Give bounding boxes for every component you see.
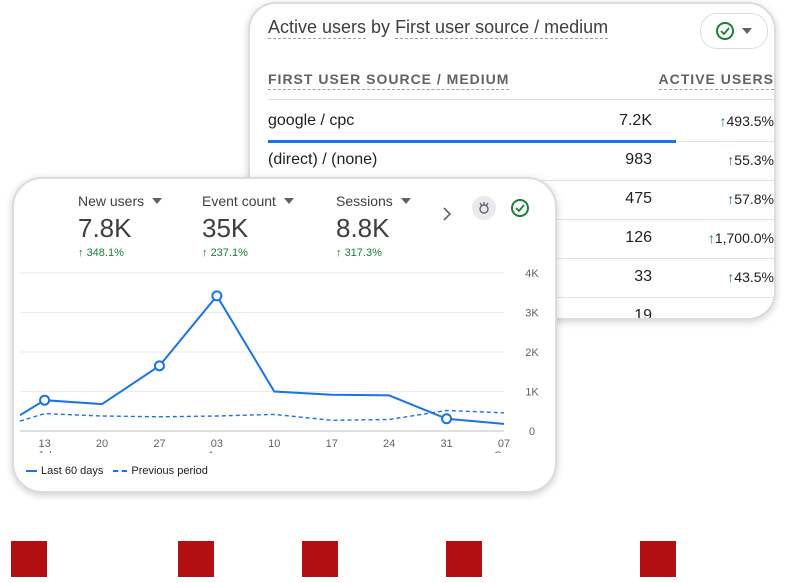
- x-tick-month-label: Sep: [494, 450, 514, 453]
- x-tick-label: 13: [38, 438, 50, 450]
- legend-previous: Previous period: [131, 465, 208, 477]
- up-arrow-icon: ↑: [707, 230, 715, 246]
- row-change: ↑43.5%: [727, 269, 774, 285]
- metric-value: 8.8K: [336, 213, 390, 243]
- check-circle-icon[interactable]: [508, 196, 532, 220]
- metric-label: New users: [78, 193, 145, 209]
- overview-chart-card: New users 7.8K ↑ 348.1% Event count 35K ↑ 237…: [12, 177, 557, 493]
- row-change: ↑1,700.0%: [707, 230, 774, 246]
- metric-change: ↑ 317.3%: [336, 247, 382, 259]
- metric-sessions[interactable]: Sessions 8.8K ↑ 317.3%: [336, 193, 411, 259]
- chevron-down-icon: [152, 198, 163, 204]
- decor-square: [640, 541, 676, 577]
- up-arrow-icon: ↑: [727, 191, 735, 207]
- header-divider: [268, 99, 774, 100]
- column-header-source[interactable]: FIRST USER SOURCE / MEDIUM: [268, 71, 510, 90]
- x-tick-label: 07: [498, 438, 510, 450]
- data-point-marker: [39, 394, 51, 406]
- row-change: ↑57.8%: [727, 191, 774, 207]
- row-value: 19: [634, 307, 652, 320]
- y-tick-label: 0: [529, 426, 535, 438]
- legend-swatch-previous: [113, 470, 128, 472]
- metric-value: 35K: [202, 213, 249, 243]
- metric-selector[interactable]: Active users: [268, 17, 367, 39]
- card-options-button[interactable]: [700, 13, 768, 49]
- x-tick-label: 03: [211, 438, 223, 450]
- row-value: 983: [625, 151, 652, 168]
- metric-label: Event count: [202, 193, 276, 209]
- up-arrow-icon: ↑: [719, 113, 727, 129]
- y-tick-label: 1K: [525, 387, 539, 399]
- x-tick-label: 20: [96, 438, 108, 450]
- up-arrow-icon: ↑: [727, 269, 735, 285]
- row-source: (direct) / (none): [268, 151, 378, 168]
- row-change: ↑493.5%: [719, 113, 774, 129]
- data-point-marker: [153, 360, 165, 372]
- x-tick-label: 17: [326, 438, 338, 450]
- table-row[interactable]: 19: [268, 297, 774, 320]
- x-tick-month-label: Aug: [207, 450, 227, 453]
- chevron-down-icon: [400, 198, 411, 204]
- legend-swatch-current: [26, 470, 37, 472]
- x-tick-label: 27: [153, 438, 165, 450]
- chevron-down-icon: [283, 198, 294, 204]
- decor-square: [302, 541, 338, 577]
- row-value: 475: [625, 190, 652, 207]
- row-share-bar: [268, 140, 676, 143]
- data-point-marker: [211, 290, 223, 302]
- decor-square: [11, 541, 47, 577]
- y-tick-label: 3K: [525, 308, 539, 320]
- table-row[interactable]: google / cpc 7.2K ↑493.5%: [268, 102, 774, 143]
- row-value: 33: [634, 268, 652, 285]
- column-header-active-users[interactable]: ACTIVE USERS: [658, 71, 774, 90]
- legend-current: Last 60 days: [41, 465, 104, 477]
- insights-icon[interactable]: [472, 196, 496, 220]
- y-tick-label: 2K: [525, 347, 539, 359]
- chevron-down-icon: [742, 28, 752, 34]
- metric-change: ↑ 348.1%: [78, 247, 124, 259]
- check-circle-icon: [716, 22, 734, 40]
- metric-new-users[interactable]: New users 7.8K ↑ 348.1%: [78, 193, 163, 259]
- row-source: google / cpc: [268, 112, 355, 129]
- row-change: ↑55.3%: [727, 152, 774, 168]
- table-row[interactable]: (direct) / (none) 983 ↑55.3%: [268, 141, 774, 182]
- metric-event-count[interactable]: Event count 35K ↑ 237.1%: [202, 193, 294, 259]
- metric-value: 7.8K: [78, 213, 132, 243]
- decor-square: [178, 541, 214, 577]
- metric-label: Sessions: [336, 193, 393, 209]
- row-value: 126: [625, 229, 652, 246]
- row-value: 7.2K: [619, 112, 652, 129]
- series-line-previous: [19, 409, 505, 422]
- table-card-title: Active users by First user source / medi…: [268, 17, 609, 39]
- x-tick-label: 10: [268, 438, 280, 450]
- x-tick-label: 24: [383, 438, 395, 450]
- chart-legend: Last 60 days Previous period: [26, 465, 208, 477]
- chevron-right-icon[interactable]: [442, 207, 452, 226]
- x-tick-label: 31: [440, 438, 452, 450]
- dimension-selector[interactable]: First user source / medium: [395, 17, 609, 39]
- data-point-marker: [441, 413, 453, 425]
- series-line-current: [19, 294, 505, 425]
- users-line-chart: 0 1K 2K 3K 4K 13Jul 20 27 03Aug 10 17 24 31 07Sep: [19, 268, 539, 453]
- x-tick-month-label: Jul: [38, 450, 52, 453]
- up-arrow-icon: ↑: [727, 152, 735, 168]
- metric-change: ↑ 237.1%: [202, 247, 248, 259]
- y-tick-label: 4K: [525, 268, 539, 280]
- decor-square: [446, 541, 482, 577]
